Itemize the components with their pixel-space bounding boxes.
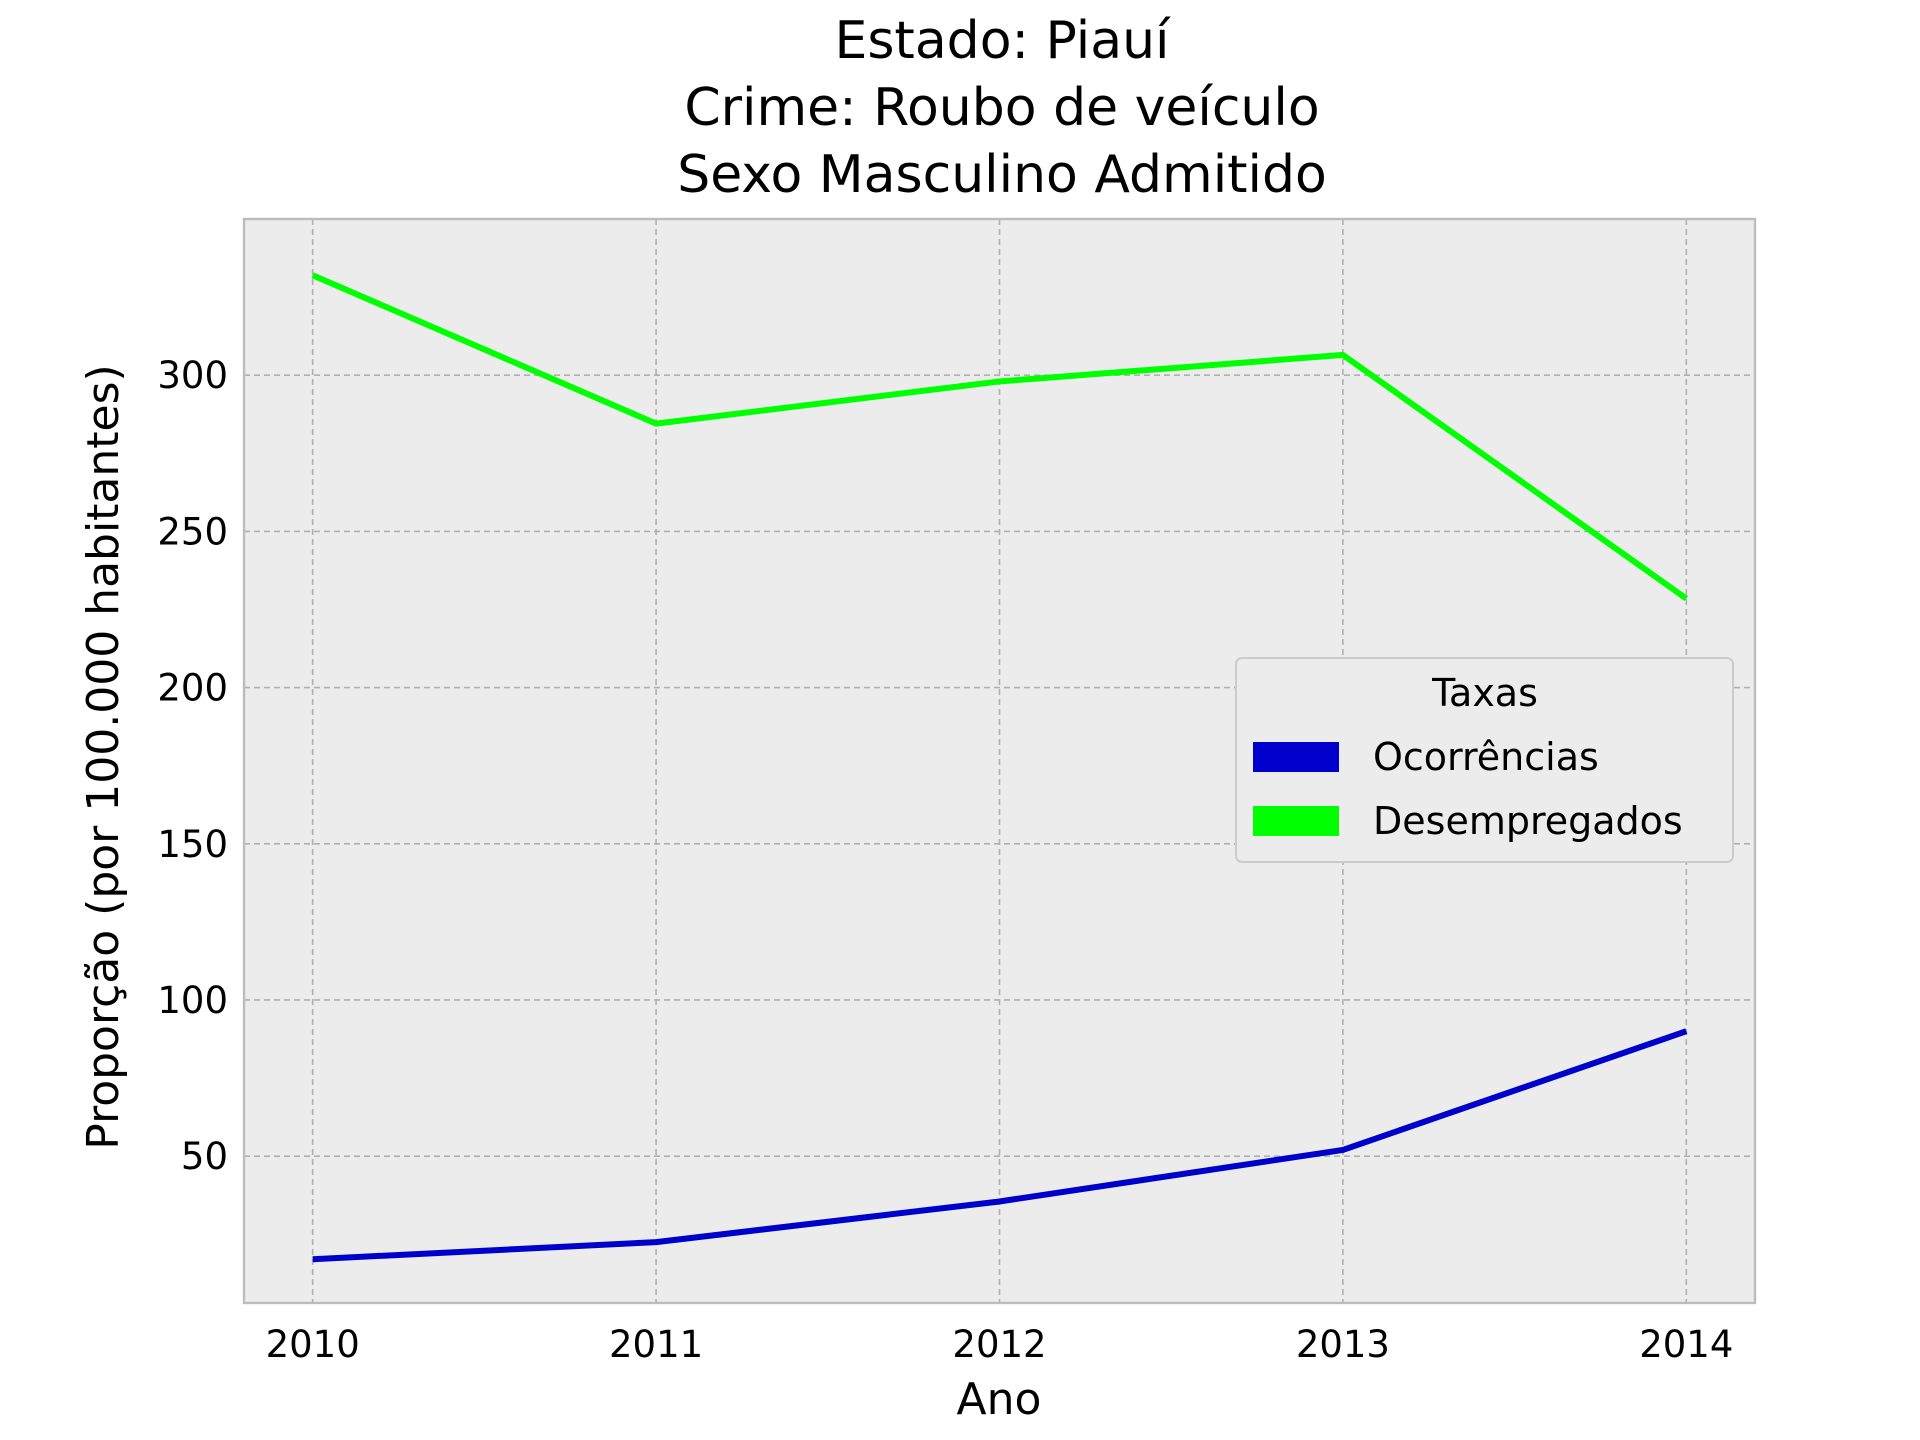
y-tick-label: 100 [157, 979, 228, 1022]
x-tick-label: 2014 [1639, 1323, 1733, 1366]
title-line-3: Sexo Masculino Admitido [677, 145, 1327, 205]
x-axis-label: Ano [957, 1374, 1042, 1425]
legend-label-desempregados: Desempregados [1373, 799, 1683, 843]
legend-swatch-ocorrencias [1253, 742, 1339, 772]
grid-lines [244, 219, 1755, 1303]
x-tick-label: 2011 [609, 1323, 703, 1366]
x-tick-label: 2010 [266, 1323, 360, 1366]
series-lines [311, 272, 1689, 1263]
x-tick-labels: 2010 2011 2012 2013 2014 [266, 1323, 1734, 1366]
chart-title: Estado: Piauí Crime: Roubo de veículo Se… [677, 11, 1327, 205]
y-tick-label: 150 [157, 823, 228, 866]
y-tick-labels: 50 100 150 200 250 300 [157, 354, 228, 1178]
legend-swatch-desempregados [1253, 806, 1339, 836]
y-tick-label: 50 [181, 1135, 228, 1178]
legend-box [1235, 657, 1734, 863]
legend: Taxas Ocorrências Desempregados [1235, 657, 1734, 863]
title-line-1: Estado: Piauí [834, 11, 1171, 71]
y-axis-label: Proporção (por 100.000 habitantes) [78, 364, 129, 1149]
series-line-desempregados [311, 272, 1689, 602]
title-line-2: Crime: Roubo de veículo [684, 78, 1319, 138]
plot-frame [242, 217, 1757, 1305]
x-tick-label: 2013 [1296, 1323, 1390, 1366]
y-tick-label: 300 [157, 354, 228, 397]
x-tick-label: 2012 [952, 1323, 1046, 1366]
series-line-ocorrencias [312, 1028, 1688, 1263]
y-tick-label: 250 [157, 510, 228, 553]
legend-label-ocorrencias: Ocorrências [1373, 735, 1599, 779]
y-tick-label: 200 [157, 667, 228, 710]
legend-title: Taxas [1431, 671, 1538, 715]
